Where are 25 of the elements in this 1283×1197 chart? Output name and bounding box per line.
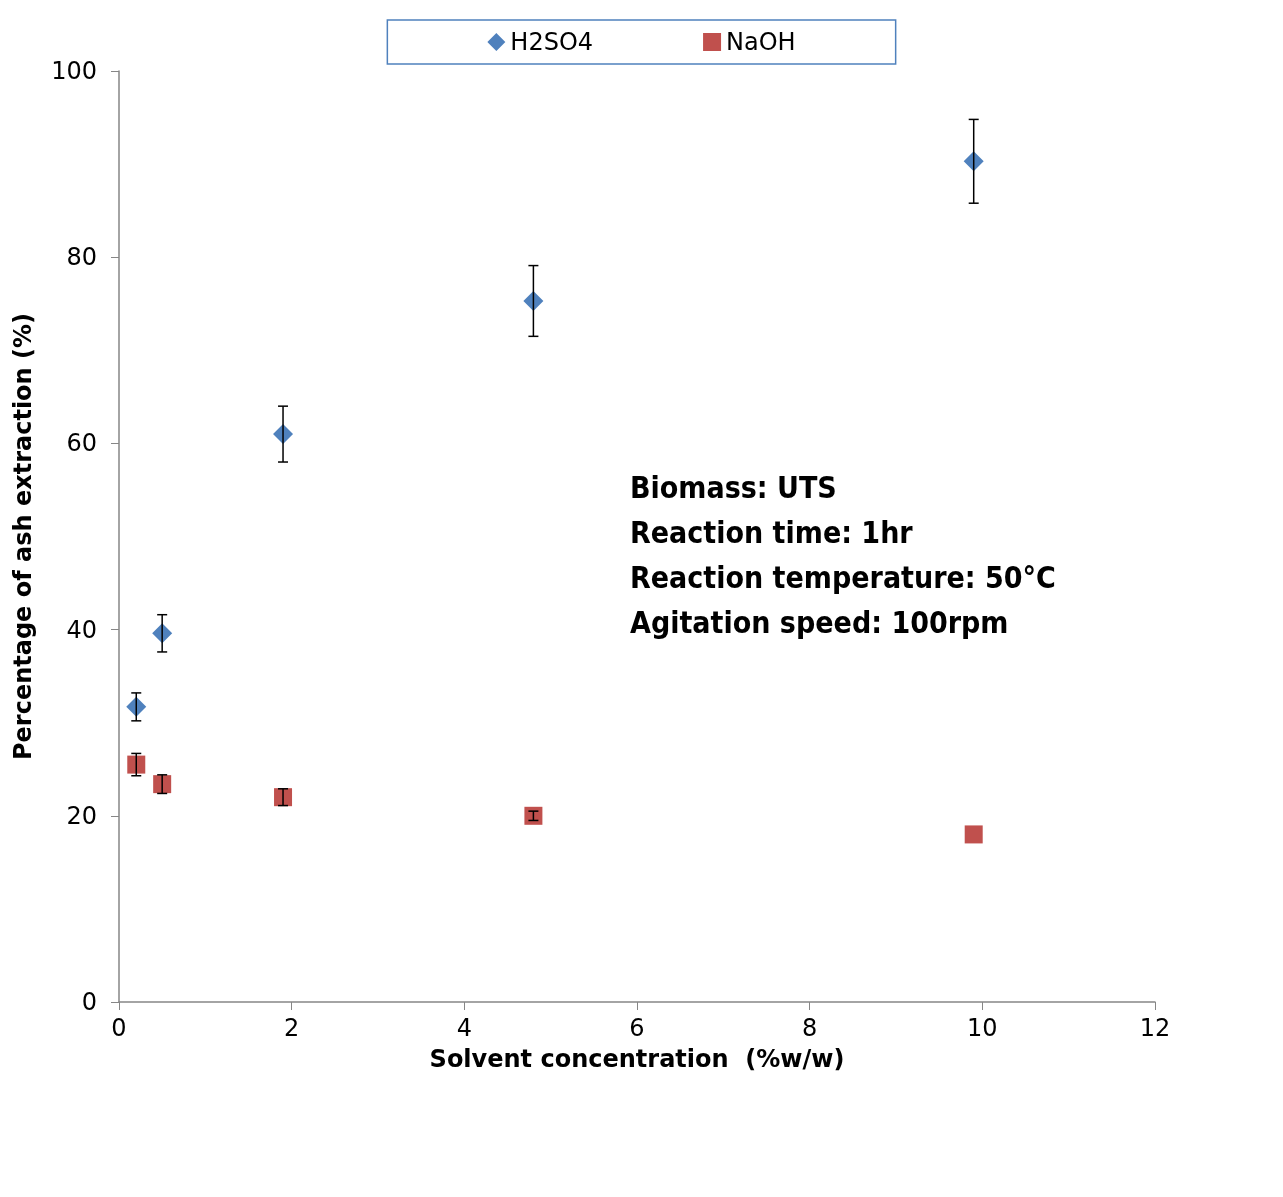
x-tick-label: 4 [456, 1014, 472, 1042]
point [963, 151, 984, 172]
y-tick-label: 0 [81, 988, 97, 1016]
x-axis-title: Solvent concentration (%w/w) [429, 1045, 845, 1073]
point [964, 825, 983, 844]
annotation: Reaction temperature: 50°C [630, 559, 1056, 595]
legend-label: NaOH [726, 28, 796, 56]
x-tick-label: 12 [1139, 1014, 1171, 1042]
x-tick-label: 10 [967, 1014, 998, 1042]
legend-label: H2SO4 [510, 28, 594, 56]
y-tick-label: 80 [66, 243, 97, 272]
annotation: Reaction time: 1hr [630, 514, 914, 550]
y-tick-label: 60 [66, 429, 97, 458]
y-tick-label: 20 [66, 801, 97, 830]
y-axis-title: Percentage of ash extraction (%) [9, 312, 37, 761]
y-tick-label: 40 [66, 615, 97, 644]
annotation: Biomass: UTS [630, 469, 837, 505]
point [523, 290, 544, 311]
x-tick-label: 2 [284, 1014, 300, 1042]
x-tick-label: 0 [111, 1014, 127, 1042]
x-tick-label: 6 [629, 1014, 645, 1042]
x-tick-label: 8 [802, 1014, 818, 1042]
y-tick-label: 100 [51, 57, 97, 85]
point [126, 696, 147, 717]
annotation: Agitation speed: 100rpm [630, 604, 1009, 640]
